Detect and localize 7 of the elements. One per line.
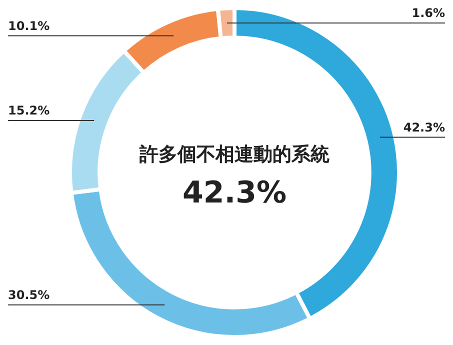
data-label: 10.1% [8,18,50,33]
data-label: 15.2% [8,104,50,118]
data-label: 42.3% [403,120,445,134]
text: 42.3% [182,175,287,210]
data-label: 1.6% [412,6,445,20]
data-label: 30.5% [8,288,50,302]
slice-label: 許多個不相連動的系統 [138,143,330,166]
